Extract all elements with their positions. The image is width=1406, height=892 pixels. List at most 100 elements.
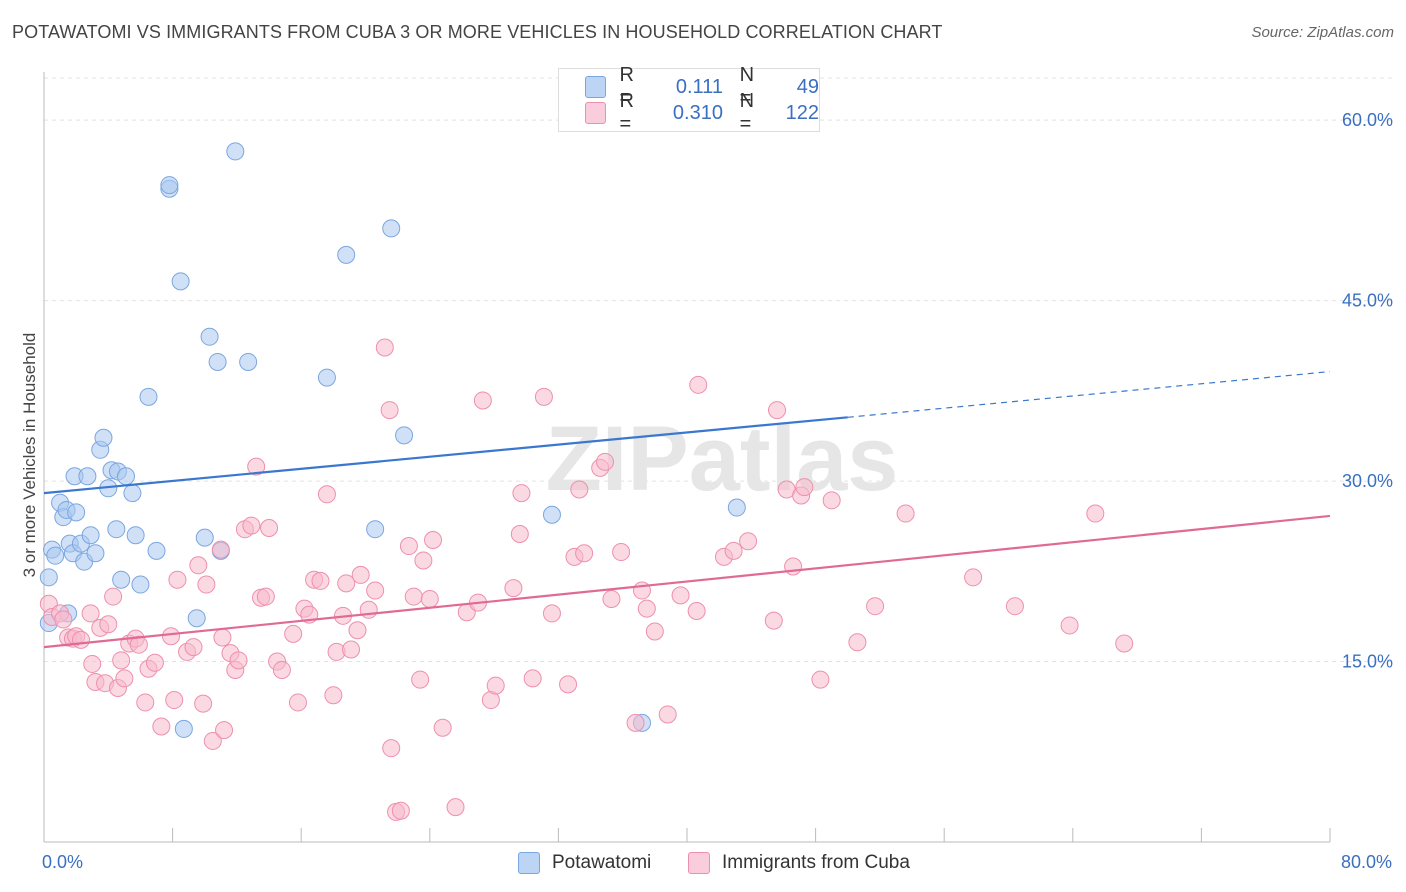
data-point (486, 676, 505, 695)
data-point (848, 633, 867, 652)
axes (43, 72, 1331, 843)
data-point (337, 245, 356, 264)
data-point (112, 570, 131, 589)
legend-r-value: 0.111 (675, 75, 723, 98)
legend-swatch-cuba (585, 102, 606, 124)
data-point (382, 739, 401, 758)
data-point (145, 653, 164, 672)
data-point (213, 628, 232, 647)
chart-title: POTAWATOMI VS IMMIGRANTS FROM CUBA 3 OR … (12, 22, 943, 42)
data-point (896, 504, 915, 523)
data-point (208, 352, 227, 371)
data-point (504, 579, 523, 598)
data-point (768, 401, 787, 420)
data-point (637, 599, 656, 618)
data-point (359, 600, 378, 619)
data-point (446, 798, 465, 817)
x-tick-label-max: 80.0% (1340, 852, 1392, 872)
data-point (71, 630, 90, 649)
data-point (658, 705, 677, 724)
data-point (404, 587, 423, 606)
data-point (382, 219, 401, 238)
data-point (575, 544, 594, 563)
data-point (215, 721, 234, 740)
data-point (411, 670, 430, 689)
data-point (229, 651, 248, 670)
data-point (242, 516, 261, 535)
data-point (512, 484, 531, 503)
y-axis-label: 3 or more Vehicles in Household (20, 332, 39, 578)
data-point (39, 568, 58, 587)
data-point (86, 544, 105, 563)
data-point (200, 327, 219, 346)
data-point (256, 587, 275, 606)
data-point (626, 713, 645, 732)
y-tick-label: 60.0% (1342, 110, 1393, 130)
data-point (311, 571, 330, 590)
data-point (260, 518, 279, 537)
data-point (171, 272, 190, 291)
data-point (375, 338, 394, 357)
data-point (351, 565, 370, 584)
series-legend-cuba: Immigrants from Cuba (688, 852, 910, 874)
data-point (366, 520, 385, 539)
data-point (284, 624, 303, 643)
data-point (187, 609, 206, 628)
data-point (348, 621, 367, 640)
trend-line-1 (43, 514, 1331, 649)
legend-row-cuba: R = 0.310 N = 122 (585, 90, 819, 135)
data-point (126, 526, 145, 545)
data-point (391, 801, 410, 820)
data-point (168, 570, 187, 589)
data-point (671, 586, 690, 605)
data-point (523, 669, 542, 688)
data-point (324, 686, 343, 705)
data-point (542, 604, 561, 623)
data-point (81, 526, 100, 545)
data-point (136, 693, 155, 712)
data-point (542, 505, 561, 524)
data-point (104, 587, 123, 606)
data-point (83, 654, 102, 673)
data-point (687, 602, 706, 620)
data-point (107, 520, 126, 539)
data-point (433, 718, 452, 737)
data-point (161, 627, 180, 646)
y-tick-label: 45.0% (1342, 291, 1393, 311)
data-point (197, 575, 216, 594)
data-point (194, 694, 213, 713)
data-point (116, 467, 135, 486)
series-cuba-points (39, 338, 1134, 821)
data-point (822, 491, 841, 510)
data-point (131, 575, 150, 594)
data-point (115, 669, 134, 688)
data-point (414, 551, 433, 570)
data-point (147, 541, 166, 560)
data-point (1086, 504, 1105, 523)
legend-n-value: 122 (785, 101, 819, 124)
legend-n-value: 49 (796, 75, 819, 98)
data-point (67, 503, 86, 522)
series-legend-potawatomi: Potawatomi (518, 852, 651, 874)
data-point (964, 568, 983, 587)
y-tick-label: 30.0% (1342, 471, 1393, 491)
data-point (189, 556, 208, 575)
data-point (784, 557, 803, 576)
data-point (112, 651, 131, 670)
data-point (420, 589, 439, 608)
legend-r-label: R = (619, 64, 634, 109)
data-point (94, 428, 113, 447)
data-point (424, 531, 443, 550)
data-point (380, 401, 399, 420)
legend-swatch-potawatomi (585, 76, 606, 98)
data-point (239, 352, 258, 371)
trend-line-0 (43, 416, 848, 495)
data-point (81, 604, 100, 623)
data-point (366, 581, 385, 600)
legend-row-potawatomi: R = 0.111 N = 49 (585, 64, 819, 109)
data-point (203, 731, 222, 750)
data-point (272, 660, 291, 679)
data-point (139, 387, 158, 406)
y-tick-labels: 15.0% 30.0% 45.0% 60.0% (1342, 110, 1393, 671)
